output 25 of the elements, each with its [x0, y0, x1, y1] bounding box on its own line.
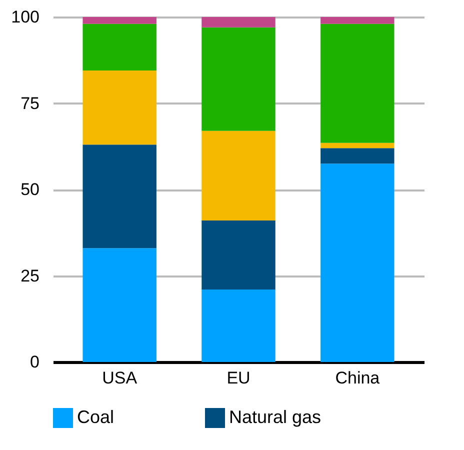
y-tick-label: 25	[20, 266, 40, 286]
bar	[82, 144, 156, 248]
x-tick-label: China	[335, 368, 380, 388]
y-tick-label: 50	[20, 180, 40, 199]
bar	[202, 220, 276, 290]
bar	[202, 130, 276, 221]
bar	[82, 24, 156, 70]
bar	[320, 164, 394, 362]
x-tick-label: USA	[102, 368, 138, 388]
bar	[202, 290, 276, 362]
bar	[320, 148, 394, 164]
bar	[320, 17, 394, 24]
bar	[202, 17, 276, 28]
x-tick-label: EU	[226, 368, 250, 388]
y-tick-label: 75	[20, 94, 40, 113]
legend-label: Natural gas	[229, 407, 322, 427]
y-tick-label: 0	[30, 352, 40, 372]
bar	[82, 17, 156, 24]
bar	[82, 248, 156, 362]
legend-label: Coal	[77, 407, 114, 427]
bar	[202, 27, 276, 131]
bar	[320, 24, 394, 143]
bar	[320, 142, 394, 148]
bar	[82, 70, 156, 145]
y-tick-label: 100	[11, 8, 40, 26]
